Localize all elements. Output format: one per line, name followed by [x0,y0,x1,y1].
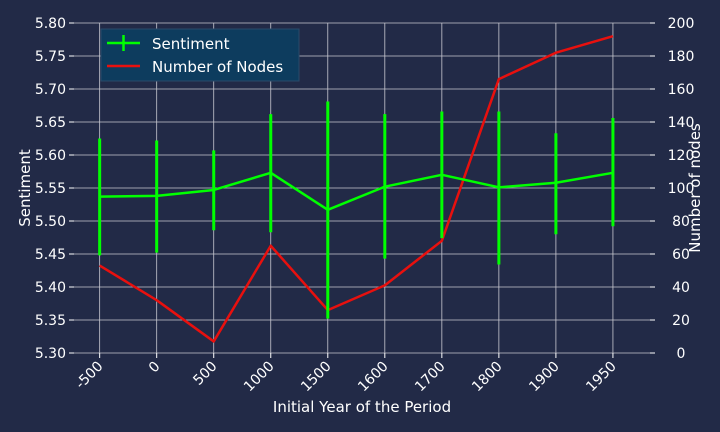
legend-box [100,28,300,82]
x-tick-label: 1900 [526,359,563,396]
y-tick-label: 5.50 [35,214,66,230]
legend: Sentiment Number of Nodes [100,28,300,82]
y2-tick-label: 100 [668,181,695,197]
y2-tick-label: 180 [668,49,695,65]
sentiment-line [99,171,614,212]
sentiment-series [98,101,615,319]
legend-sentiment-label: Sentiment [152,35,230,53]
x-tick-label: 1000 [241,359,278,396]
y-axis-label: Sentiment [16,149,34,227]
y-tick-label: 5.65 [35,115,66,131]
y2-tick-label: 20 [672,313,690,329]
y-tick-label: 5.40 [35,280,66,296]
y2-tick-label: 120 [668,148,695,164]
y2-axis-label: Number of nodes [686,123,704,253]
y2-tick-label: 0 [677,346,686,362]
x-tick-label: 1800 [469,359,506,396]
y-tick-label: 5.35 [35,313,66,329]
x-tick-label: 0 [146,359,164,377]
x-tick-label: 1600 [355,359,392,396]
y-tick-label: 5.70 [35,82,66,98]
y-tick-label: 5.75 [35,49,66,65]
nodes-line [99,34,614,343]
x-tick-label: 1700 [412,359,449,396]
x-tick-label: 1500 [298,359,335,396]
y-tick-label: 5.55 [35,181,66,197]
y2-tick-label: 80 [672,214,690,230]
y2-tick-label: 160 [668,82,695,98]
y-tick-label: 5.30 [35,346,66,362]
y-tick-label: 5.60 [35,148,66,164]
x-tick-label: 500 [190,359,220,389]
y2-tick-label: 40 [672,280,690,296]
y-tick-label: 5.45 [35,247,66,263]
x-axis-label: Initial Year of the Period [273,398,451,416]
y2-tick-label: 60 [672,247,690,263]
x-tick-label: 1950 [583,359,620,396]
nodes-series [99,34,614,343]
legend-nodes-label: Number of Nodes [152,58,283,76]
y2-tick-label: 200 [668,16,695,32]
y-tick-label: 5.80 [35,16,66,32]
y2-tick-label: 140 [668,115,695,131]
x-tick-label: -500 [73,359,107,393]
